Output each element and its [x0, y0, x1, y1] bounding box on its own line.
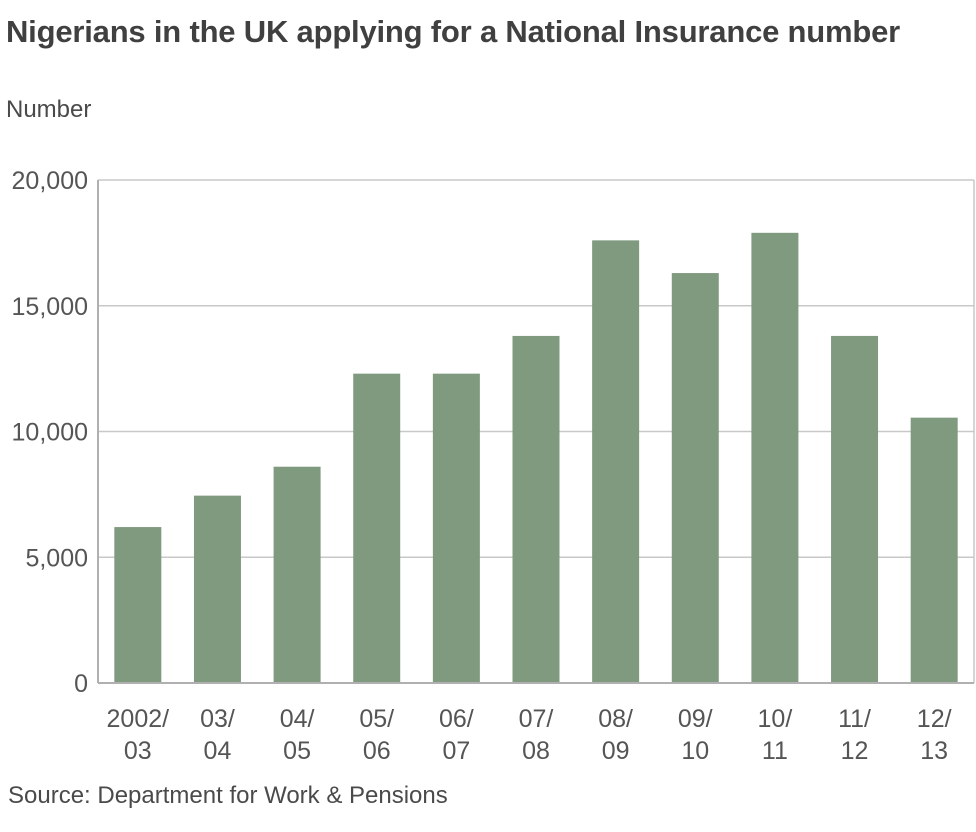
x-tick-label: 2002/: [107, 705, 170, 733]
x-tick-label: 11/: [838, 705, 871, 733]
x-tick-label: 06/: [439, 705, 474, 733]
bar: [512, 335, 560, 683]
source-note: Source: Department for Work & Pensions: [8, 782, 448, 809]
y-tick-labels: 0 5,000 10,000 15,000 20,000: [12, 167, 88, 698]
bar: [114, 527, 162, 683]
x-tick-label: 10/: [758, 705, 793, 733]
x-tick-label: 04: [204, 737, 232, 765]
x-tick-label: 09/: [678, 705, 713, 733]
x-tick-label: 08: [522, 737, 550, 765]
x-tick-label: 08/: [598, 705, 633, 733]
y-axis-label: Number: [6, 96, 92, 123]
bar: [671, 273, 719, 683]
y-tick-label: 5,000: [25, 544, 88, 572]
x-tick-label: 05: [283, 737, 311, 765]
chart-title: Nigerians in the UK applying for a Natio…: [6, 14, 901, 49]
y-tick-label: 15,000: [12, 293, 88, 321]
bar: [910, 417, 958, 683]
x-tick-label: 03: [124, 737, 152, 765]
x-tick-label: 05/: [359, 705, 394, 733]
y-tick-label: 0: [74, 670, 88, 698]
x-tick-label: 07/: [519, 705, 554, 733]
bar: [751, 232, 799, 683]
x-tick-label: 09: [602, 737, 630, 765]
bar: [592, 240, 640, 684]
x-tick-labels: 2002/03 03/04 04/05 05/06 06/07 07/08 08/09 09/…: [107, 705, 952, 765]
x-tick-label: 06: [363, 737, 391, 765]
bar: [273, 466, 321, 683]
x-tick-label: 04/: [280, 705, 315, 733]
bar-chart: 0 5,000 10,000 15,000 20,000 2002/03 03/04 04/…: [12, 167, 975, 765]
x-tick-label: 12/: [917, 705, 952, 733]
bar: [432, 373, 480, 683]
x-tick-label: 07: [442, 737, 470, 765]
y-tick-label: 20,000: [12, 167, 88, 195]
y-tick-label: 10,000: [12, 419, 88, 447]
axes: [97, 180, 975, 684]
x-tick-label: 11: [762, 737, 788, 765]
bar: [831, 335, 879, 683]
x-tick-label: 12: [841, 737, 869, 765]
x-tick-label: 10: [681, 737, 709, 765]
bars: [114, 232, 958, 684]
bar: [193, 495, 241, 683]
x-tick-label: 03/: [200, 705, 235, 733]
x-tick-label: 13: [920, 737, 948, 765]
bar: [353, 373, 401, 683]
